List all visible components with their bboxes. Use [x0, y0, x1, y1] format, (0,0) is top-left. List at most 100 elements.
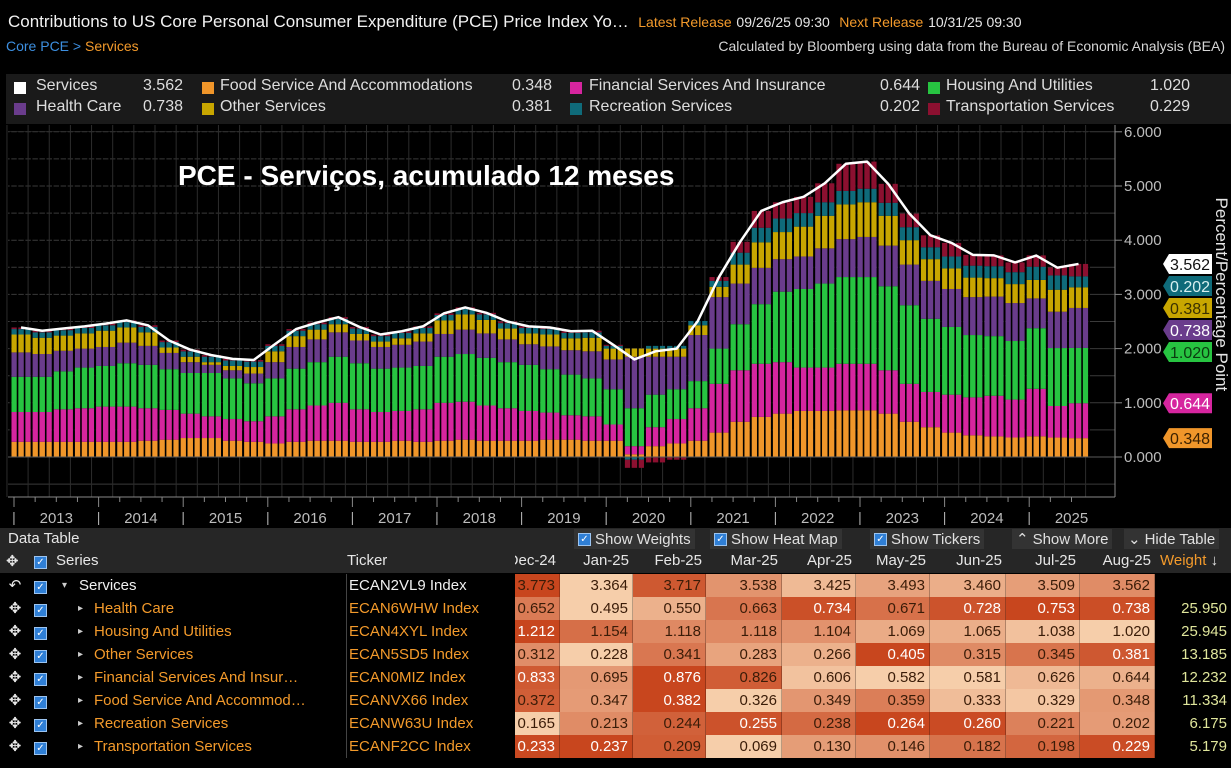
collapse-arrow-icon[interactable]: ▾ [62, 580, 68, 591]
heatmap-cell[interactable]: 1.118 [633, 620, 706, 643]
heatmap-cell[interactable]: 3.717 [633, 574, 706, 597]
hide-table-button[interactable]: ⌄ Hide Table [1124, 529, 1220, 549]
heatmap-cell[interactable]: 0.626 [1006, 666, 1080, 689]
crosshair-icon[interactable]: ✥ [8, 692, 22, 709]
heatmap-cell[interactable]: 1.038 [1006, 620, 1080, 643]
crosshair-icon[interactable]: ✥ [8, 623, 22, 640]
heatmap-cell[interactable]: 0.264 [856, 712, 930, 735]
column-header-series[interactable]: Series [56, 552, 99, 569]
heatmap-cell[interactable]: 0.550 [633, 597, 706, 620]
heatmap-cell[interactable]: 0.326 [706, 689, 782, 712]
heatmap-cell[interactable]: 0.069 [706, 735, 782, 758]
select-all-checkbox[interactable]: ✓ [34, 552, 47, 569]
heatmap-cell[interactable]: 0.266 [782, 643, 856, 666]
heatmap-cell[interactable]: 0.202 [1080, 712, 1155, 735]
heatmap-cell[interactable]: 3.425 [782, 574, 856, 597]
column-header-month[interactable]: Jul-25 [1035, 552, 1076, 569]
heatmap-cell[interactable]: 1.069 [856, 620, 930, 643]
heatmap-cell[interactable]: 0.213 [560, 712, 633, 735]
heatmap-cell[interactable]: 0.238 [782, 712, 856, 735]
heatmap-cell[interactable]: 0.833 [515, 666, 560, 689]
heatmap-cell[interactable]: 0.228 [560, 643, 633, 666]
row-checkbox[interactable]: ✓ [34, 574, 47, 597]
expand-arrow-icon[interactable]: ▸ [78, 603, 84, 614]
expand-arrow-icon[interactable]: ▸ [78, 695, 84, 706]
row-checkbox[interactable]: ✓ [34, 597, 47, 620]
table-row[interactable]: ✥ ✓ ▸ Other Services ECAN5SD5 Index 13.1… [0, 643, 1231, 666]
breadcrumb-parent[interactable]: Core PCE [6, 38, 70, 54]
show-more-button[interactable]: ⌃ Show More [1012, 529, 1113, 549]
heatmap-cell[interactable]: 0.333 [930, 689, 1006, 712]
heatmap-cell[interactable]: 0.244 [633, 712, 706, 735]
heatmap-cell[interactable]: 0.381 [1080, 643, 1155, 666]
heatmap-cell[interactable]: 0.209 [633, 735, 706, 758]
expand-arrow-icon[interactable]: ▸ [78, 672, 84, 683]
heatmap-cell[interactable]: 0.753 [1006, 597, 1080, 620]
column-header-weight[interactable]: Weight ↓ [1160, 552, 1218, 569]
row-checkbox[interactable]: ✓ [34, 620, 47, 643]
show-heat-map-toggle[interactable]: ✓ Show Heat Map [710, 529, 842, 549]
heatmap-cell[interactable]: 0.165 [515, 712, 560, 735]
table-row[interactable]: ↶ ✓ ▾ Services ECAN2VL9 Index 3.773 3.364… [0, 574, 1231, 597]
heatmap-cell[interactable]: 0.182 [930, 735, 1006, 758]
row-checkbox[interactable]: ✓ [34, 666, 47, 689]
heatmap-cell[interactable]: 0.233 [515, 735, 560, 758]
series-name[interactable]: Health Care [94, 600, 175, 617]
column-header-month[interactable]: Dec-24 [515, 552, 556, 569]
expand-arrow-icon[interactable]: ▸ [78, 649, 84, 660]
ticker[interactable]: ECANW63U Index [346, 712, 473, 735]
heatmap-cell[interactable]: 3.562 [1080, 574, 1155, 597]
heatmap-cell[interactable]: 0.606 [782, 666, 856, 689]
crosshair-icon[interactable]: ✥ [8, 738, 22, 755]
crosshair-icon[interactable]: ✥ [8, 715, 22, 732]
column-header-month[interactable]: Aug-25 [1102, 552, 1151, 569]
expand-arrow-icon[interactable]: ▸ [78, 741, 84, 752]
heatmap-cell[interactable]: 1.212 [515, 620, 560, 643]
heatmap-cell[interactable]: 0.652 [515, 597, 560, 620]
heatmap-cell[interactable]: 0.260 [930, 712, 1006, 735]
table-row[interactable]: ✥ ✓ ▸ Transportation Services ECANF2CC I… [0, 735, 1231, 758]
heatmap-cell[interactable]: 0.237 [560, 735, 633, 758]
heatmap-cell[interactable]: 0.255 [706, 712, 782, 735]
expand-arrow-icon[interactable]: ▸ [78, 718, 84, 729]
table-row[interactable]: ✥ ✓ ▸ Health Care ECAN6WHW Index 25.950 0… [0, 597, 1231, 620]
heatmap-cell[interactable]: 1.118 [706, 620, 782, 643]
heatmap-cell[interactable]: 0.826 [706, 666, 782, 689]
row-checkbox[interactable]: ✓ [34, 643, 47, 666]
heatmap-cell[interactable]: 0.582 [856, 666, 930, 689]
ticker[interactable]: ECAN5SD5 Index [346, 643, 469, 666]
heatmap-cell[interactable]: 0.734 [782, 597, 856, 620]
heatmap-cell[interactable]: 1.104 [782, 620, 856, 643]
heatmap-cell[interactable]: 0.738 [1080, 597, 1155, 620]
series-name[interactable]: Financial Services And Insur… [94, 669, 299, 686]
column-header-month[interactable]: Apr-25 [806, 552, 852, 569]
heatmap-cell[interactable]: 3.773 [515, 574, 560, 597]
row-checkbox[interactable]: ✓ [34, 735, 47, 758]
expand-arrow-icon[interactable]: ▸ [78, 626, 84, 637]
ticker[interactable]: ECANF2CC Index [346, 735, 471, 758]
table-row[interactable]: ✥ ✓ ▸ Recreation Services ECANW63U Index… [0, 712, 1231, 735]
heatmap-cell[interactable]: 0.581 [930, 666, 1006, 689]
heatmap-cell[interactable]: 0.671 [856, 597, 930, 620]
heatmap-cell[interactable]: 0.349 [782, 689, 856, 712]
crosshair-icon[interactable]: ✥ [6, 553, 19, 570]
heatmap-cell[interactable]: 1.154 [560, 620, 633, 643]
heatmap-cell[interactable]: 0.329 [1006, 689, 1080, 712]
ticker[interactable]: ECAN6WHW Index [346, 597, 479, 620]
series-name[interactable]: Food Service And Accommod… [94, 692, 306, 709]
heatmap-cell[interactable]: 0.876 [633, 666, 706, 689]
heatmap-cell[interactable]: 0.347 [560, 689, 633, 712]
heatmap-cell[interactable]: 3.364 [560, 574, 633, 597]
heatmap-cell[interactable]: 0.130 [782, 735, 856, 758]
heatmap-cell[interactable]: 0.198 [1006, 735, 1080, 758]
heatmap-cell[interactable]: 1.020 [1080, 620, 1155, 643]
series-name[interactable]: Housing And Utilities [94, 623, 232, 640]
heatmap-cell[interactable]: 0.372 [515, 689, 560, 712]
series-name[interactable]: Recreation Services [94, 715, 229, 732]
heatmap-cell[interactable]: 0.283 [706, 643, 782, 666]
table-row[interactable]: ✥ ✓ ▸ Financial Services And Insur… ECAN… [0, 666, 1231, 689]
heatmap-cell[interactable]: 0.728 [930, 597, 1006, 620]
column-header-month[interactable]: Mar-25 [730, 552, 778, 569]
column-header-month[interactable]: Feb-25 [654, 552, 702, 569]
series-name[interactable]: Other Services [94, 646, 194, 663]
